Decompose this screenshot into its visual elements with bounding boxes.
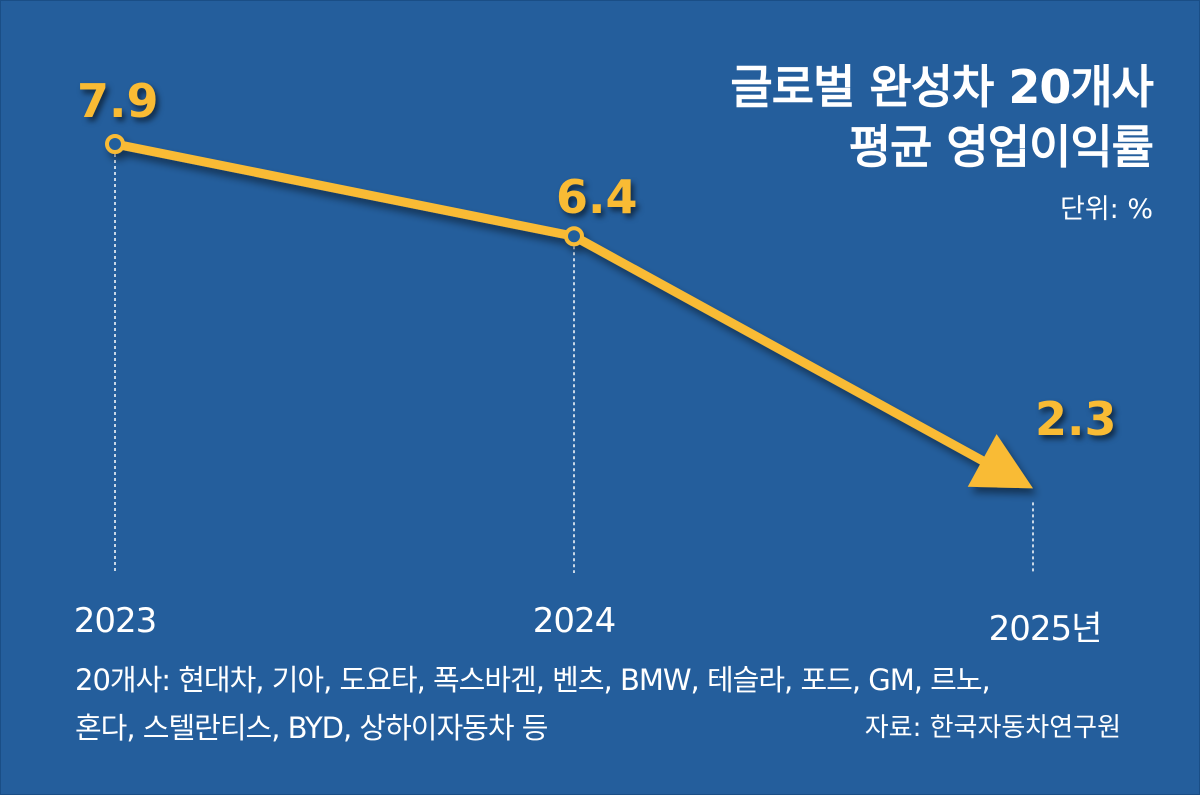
data-label-2024: 6.4 — [556, 170, 638, 225]
data-label-2023: 7.9 — [77, 74, 159, 128]
point-marker-2024 — [564, 226, 584, 247]
x-tick-label-2023: 2023 — [73, 601, 158, 641]
data-label-2025: 2.3 — [1035, 392, 1117, 447]
source-note: 자료: 한국자동차연구원 — [864, 713, 1121, 743]
arrowhead-2025 — [967, 434, 1033, 489]
point-marker-2023 — [105, 134, 125, 154]
x-tick-label-2025: 2025년 — [988, 609, 1103, 649]
chart-title-line-1: 글로벌 완성차 20개사 — [730, 60, 1154, 114]
footnote-line-2: 혼다, 스텔란티스, BYD, 상하이자동차 등 — [75, 711, 548, 745]
chart-title-line-2: 평균 영업이익률 — [848, 120, 1154, 174]
x-tick-label-2024: 2024 — [532, 601, 617, 641]
unit-label: 단위: % — [1059, 194, 1153, 225]
footnote-line-1: 20개사: 현대차, 기아, 도요타, 폭스바겐, 벤츠, BMW, 테슬라, … — [75, 663, 991, 697]
series-line — [114, 139, 988, 467]
